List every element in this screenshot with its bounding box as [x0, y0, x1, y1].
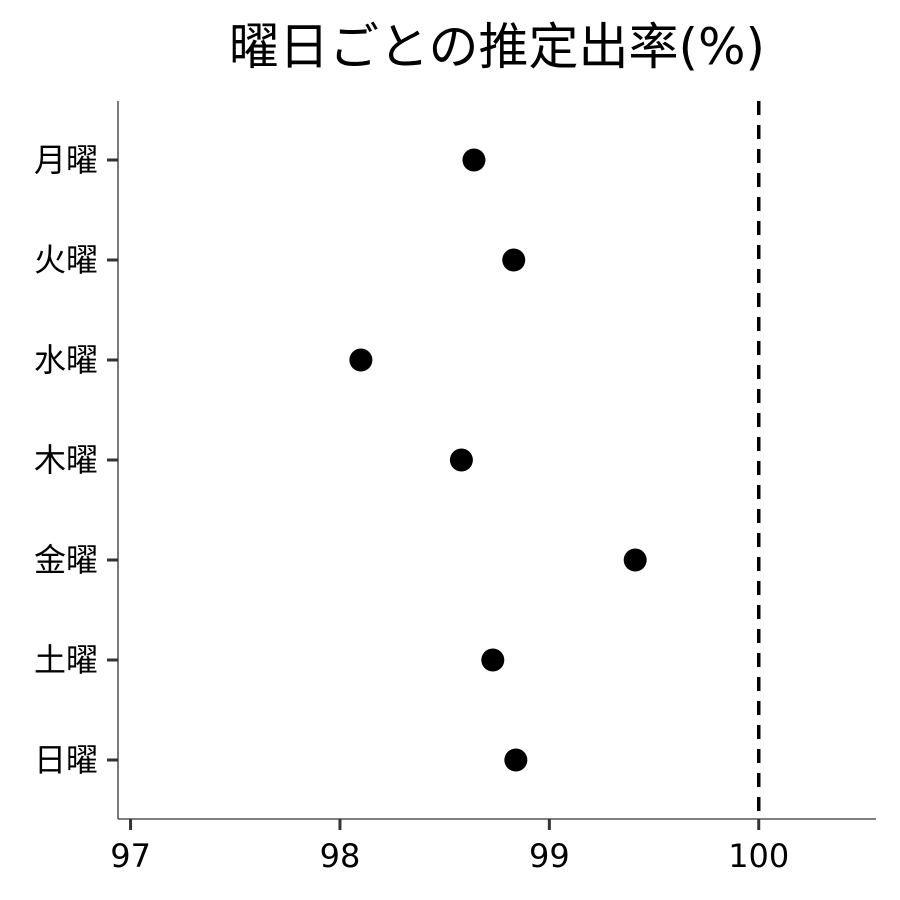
data-point — [502, 248, 526, 272]
y-tick-label: 火曜 — [34, 241, 98, 279]
data-points — [349, 148, 647, 772]
y-tick-label: 月曜 — [34, 141, 98, 179]
x-tick-label: 99 — [529, 837, 570, 875]
y-tick-label: 金曜 — [34, 541, 98, 579]
data-point — [481, 648, 505, 672]
data-point — [623, 548, 647, 572]
data-point — [349, 348, 373, 372]
y-tick-label: 土曜 — [34, 641, 98, 679]
y-tick-label: 日曜 — [34, 741, 98, 779]
data-point — [504, 748, 528, 772]
y-tick-label: 水曜 — [34, 341, 98, 379]
x-axis-ticks: 97 98 99 100 — [110, 819, 789, 875]
y-tick-label: 木曜 — [34, 441, 98, 479]
x-tick-label: 98 — [320, 837, 361, 875]
x-tick-label: 97 — [110, 837, 151, 875]
data-point — [462, 148, 486, 172]
data-point — [449, 448, 473, 472]
x-tick-label: 100 — [728, 837, 789, 875]
chart-title: 曜日ごとの推定出率(%) — [229, 18, 765, 76]
